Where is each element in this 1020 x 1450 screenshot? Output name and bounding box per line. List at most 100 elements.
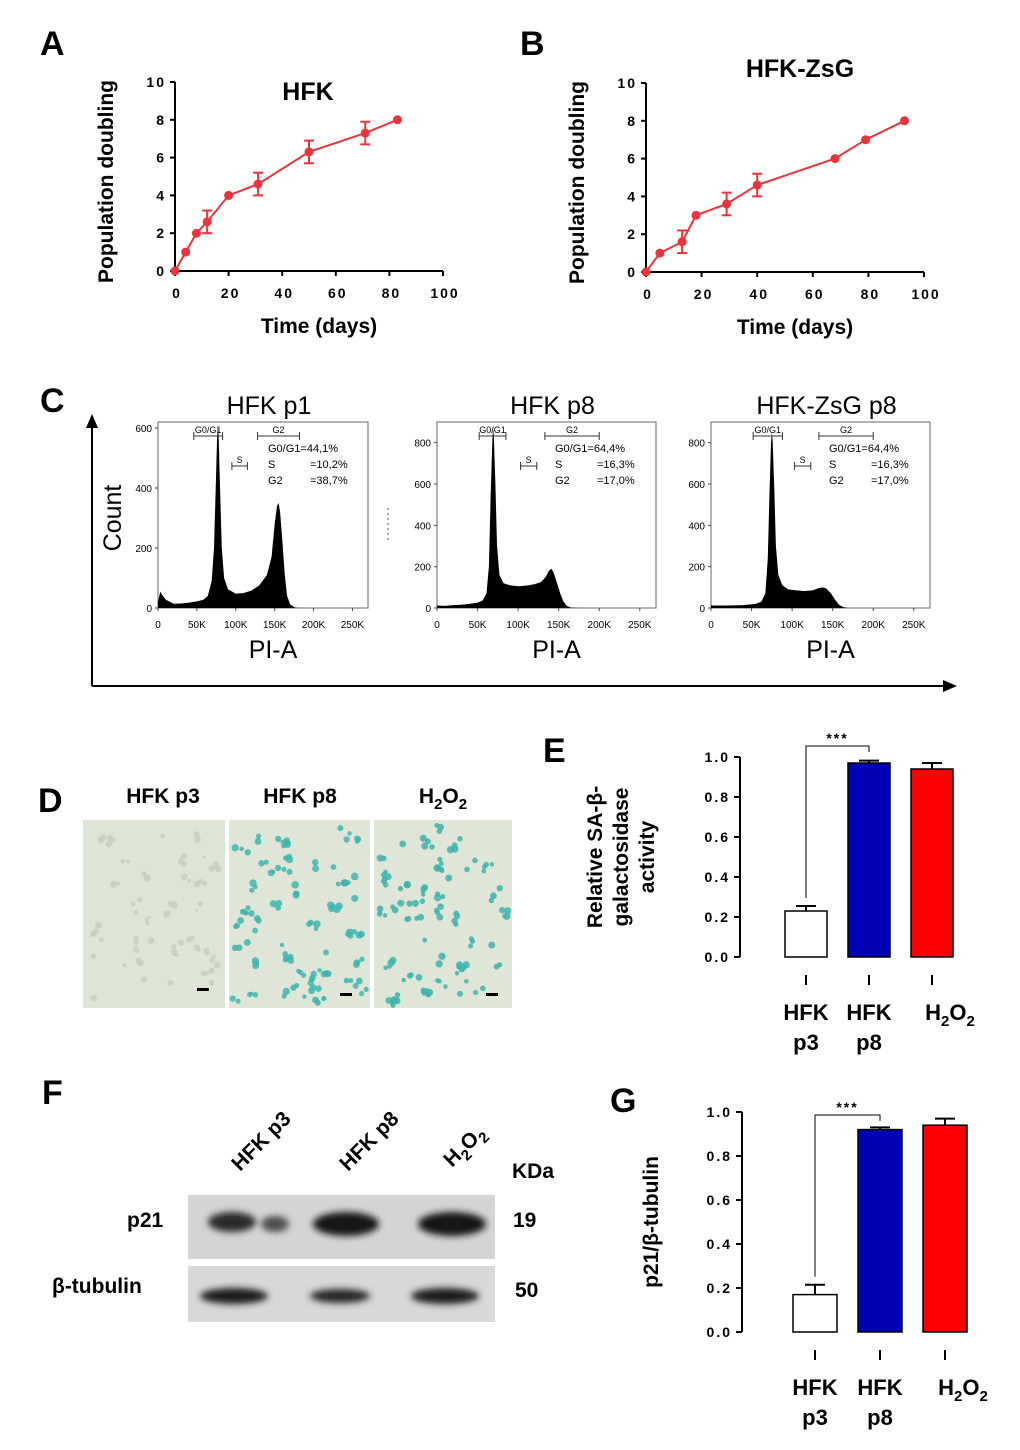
stat-s-value: =16,3% xyxy=(597,459,635,471)
significance-bracket xyxy=(805,745,870,898)
y-tick-label: 0.0 xyxy=(705,949,730,965)
cell xyxy=(177,939,185,946)
stat-g2-label: G2 xyxy=(555,475,570,487)
cell xyxy=(406,972,413,979)
cell xyxy=(135,957,142,964)
cell xyxy=(335,881,341,887)
cell xyxy=(120,858,126,864)
cell xyxy=(132,935,140,943)
x-tick-label: 80 xyxy=(382,285,402,301)
x-tick-label: 100 xyxy=(430,285,459,301)
category-label-line1: HFK xyxy=(846,1000,891,1025)
stat-g2-label: G2 xyxy=(268,475,283,487)
x-tick-label: 250K xyxy=(628,620,652,631)
cell xyxy=(243,938,251,946)
category-label-line2: p3 xyxy=(802,1405,828,1430)
plot-frame xyxy=(710,421,931,609)
cell xyxy=(248,910,255,917)
cell xyxy=(433,907,440,914)
cell xyxy=(358,991,365,997)
cell xyxy=(376,905,384,913)
cell xyxy=(458,965,466,973)
cell xyxy=(90,995,97,1002)
y-tick-label: 2 xyxy=(627,226,637,242)
cell xyxy=(422,937,428,943)
cell xyxy=(337,825,344,832)
g0g1-gate-label: G0/G1 xyxy=(479,425,506,435)
cell xyxy=(397,899,405,907)
data-point xyxy=(900,116,910,126)
cell xyxy=(197,900,204,907)
stat-s-value: =10,2% xyxy=(310,459,348,471)
y-tick-label: 600 xyxy=(688,480,705,491)
cell xyxy=(291,881,299,889)
kda-label: KDa xyxy=(512,1160,554,1183)
bar-chart-sa-beta-gal: 0.0 0.2 0.4 0.6 0.8 1.0 Relative SA-β-galactos… xyxy=(584,730,975,1055)
cell xyxy=(167,979,174,987)
panel-letter-c: C xyxy=(40,382,65,420)
data-point xyxy=(202,217,212,227)
cell xyxy=(267,869,275,877)
y-tick-label: 2 xyxy=(156,225,166,241)
cell xyxy=(286,868,293,875)
x-tick-label: 0 xyxy=(434,620,440,631)
data-point xyxy=(722,199,732,209)
y-tick-label: 1.0 xyxy=(707,1104,732,1120)
cell xyxy=(419,834,427,842)
cell xyxy=(122,963,127,968)
cell xyxy=(269,900,278,908)
bar xyxy=(847,762,891,958)
category-label-line1: HFK xyxy=(792,1375,837,1400)
y-tick-label: 6 xyxy=(627,151,637,167)
cell xyxy=(98,937,104,943)
x-axis-title: Time (days) xyxy=(737,316,853,339)
cell xyxy=(454,971,460,976)
category-label-line1: HFK xyxy=(857,1375,902,1400)
cell xyxy=(496,884,503,892)
cell xyxy=(237,917,245,924)
x-tick-label: 200K xyxy=(588,620,612,631)
band-tubulin-h2o2 xyxy=(411,1288,479,1304)
category-label-line2: p3 xyxy=(793,1030,819,1055)
cell xyxy=(254,838,262,845)
flow-histogram-hfk-zsg-p8: HFK-ZsG p8 0 200 400 600 800 0 50K 100K 150K 200K 2… xyxy=(688,392,931,664)
cell xyxy=(355,931,363,939)
stat-s-value: =16,3% xyxy=(871,459,909,471)
cell xyxy=(213,860,219,867)
cell xyxy=(202,855,207,860)
bar xyxy=(792,1293,838,1333)
histogram-title: HFK p1 xyxy=(227,392,312,420)
cell xyxy=(245,905,251,911)
cell xyxy=(472,989,479,996)
cell xyxy=(489,862,495,867)
flow-frame: Count xyxy=(86,414,957,692)
data-point xyxy=(861,135,871,145)
cell xyxy=(213,961,221,969)
cell xyxy=(399,840,406,848)
y-axis-title-line: p21/β-tubulin xyxy=(640,1156,663,1288)
cell xyxy=(229,995,236,1002)
cell xyxy=(424,838,431,845)
cell xyxy=(504,907,512,915)
flow-histogram-hfk-p8: HFK p8 0 200 400 600 800 0 50K 100K 150K 200K 250K P… xyxy=(414,392,657,664)
stain-image-hfk-p3 xyxy=(83,820,225,1008)
y-axis-title: Population doubling xyxy=(566,81,589,284)
x-tick-label: 60 xyxy=(805,286,825,302)
cell xyxy=(308,986,316,995)
cell xyxy=(330,864,337,870)
cell xyxy=(253,915,261,923)
cell xyxy=(160,833,166,839)
x-tick-label: 100 xyxy=(911,286,940,302)
cell xyxy=(171,944,177,950)
cell xyxy=(292,891,300,899)
cell xyxy=(355,959,361,966)
cell xyxy=(315,985,322,992)
y-tick-label: 200 xyxy=(688,563,705,574)
cell xyxy=(453,912,461,920)
data-point xyxy=(691,210,701,220)
cell xyxy=(347,831,352,836)
cell xyxy=(208,967,215,974)
lane-label-h2o2: H2O2 xyxy=(439,1121,493,1175)
cell xyxy=(438,866,445,873)
